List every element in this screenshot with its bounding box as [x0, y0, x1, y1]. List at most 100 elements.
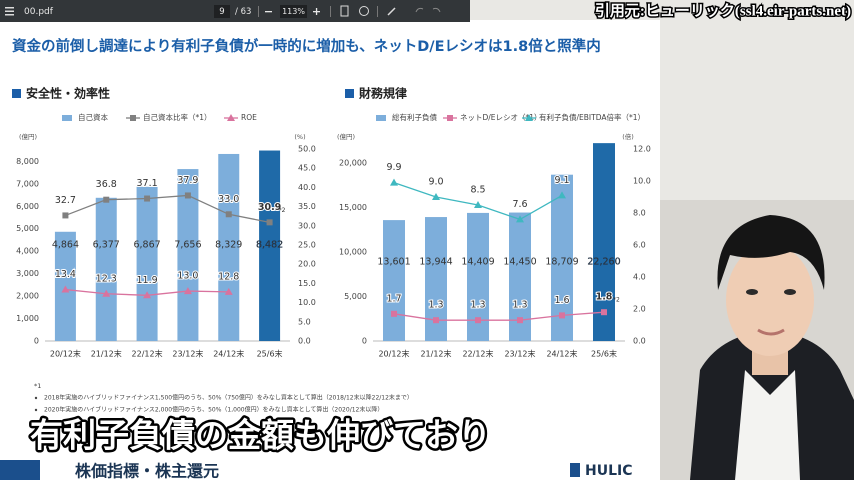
line-marker: [183, 287, 192, 295]
line-marker: [432, 193, 440, 200]
y-tick-label: 4,000: [16, 247, 39, 256]
y-tick-label: 5,000: [344, 292, 367, 301]
pdf-toolbar: [0, 0, 470, 22]
x-tick-label: 21/12末: [420, 349, 451, 359]
redo-icon[interactable]: [432, 7, 441, 13]
y2-tick-label: 25.0: [298, 241, 316, 250]
y2-tick-label: 35.0: [298, 202, 316, 211]
legend-label: 有利子負債/EBITDA倍率（*1）: [539, 112, 645, 122]
bar: [509, 212, 531, 341]
zoom-input[interactable]: [280, 5, 307, 18]
slide-title: 資金の前倒し調達により有利子負債が一時的に増加も、ネットD/Eレシオは1.8倍と…: [12, 37, 601, 55]
line-marker: [391, 310, 397, 317]
line-marker: [224, 287, 233, 295]
bar: [467, 212, 489, 341]
chart-title: 財務規律: [358, 86, 407, 101]
bar: [551, 174, 573, 341]
annotation: *2: [279, 207, 286, 214]
page-count: / 63: [235, 7, 251, 17]
y2-tick-label: 8.0: [633, 209, 646, 218]
y2-tick-label: 40.0: [298, 183, 316, 192]
line-value-label: 37.9: [177, 175, 198, 186]
y-tick-label: 8,000: [16, 157, 39, 166]
bullet: [34, 396, 38, 400]
y-tick-label: 3,000: [16, 269, 39, 278]
menu-bar: [5, 10, 14, 12]
y2-tick-label: 12.0: [633, 145, 651, 154]
zoom-in[interactable]: [313, 8, 320, 15]
next-section-title: 株価指標・株主還元: [75, 462, 219, 480]
caption: 有利子負債の金額も伸びており: [30, 416, 491, 455]
line-value-label: 9.9: [386, 162, 401, 173]
menu-bar: [5, 7, 14, 9]
y2-tick-label: 20.0: [298, 260, 316, 269]
y-axis-label: (億円): [337, 132, 355, 141]
line-value-label: 36.8: [96, 179, 117, 190]
line-marker: [601, 309, 607, 316]
menu-icon[interactable]: [5, 7, 14, 16]
bar: [136, 186, 158, 341]
y-tick-label: 5,000: [16, 224, 39, 233]
y-tick-label: 1,000: [16, 314, 39, 323]
line-value-label: 12.8: [218, 271, 239, 282]
legend-swatch: [62, 115, 72, 121]
y2-axis-label: (%): [294, 133, 305, 141]
y2-tick-label: 2.0: [633, 305, 646, 314]
bar-value-label: 7,656: [174, 240, 201, 251]
x-tick-label: 22/12末: [462, 349, 493, 359]
zoom-out[interactable]: [265, 11, 272, 13]
line-marker: [390, 178, 398, 186]
section-band: [0, 460, 40, 480]
face: [726, 244, 814, 356]
line-marker: [475, 317, 481, 324]
draw-icon[interactable]: [387, 7, 396, 16]
line-value-label: 1.3: [512, 300, 527, 311]
fit-icon[interactable]: [340, 5, 349, 17]
line-value-label: 7.6: [512, 199, 527, 210]
legend-label: 自己資本: [78, 112, 108, 122]
y-tick-label: 7,000: [16, 179, 39, 188]
line-marker: [102, 289, 111, 297]
y2-tick-label: 5.0: [298, 317, 311, 326]
x-tick-label: 22/12末: [132, 349, 163, 359]
bar-value-label: 13,944: [419, 257, 452, 268]
bar-value-label: 6,377: [93, 240, 120, 251]
y-tick-label: 6,000: [16, 202, 39, 211]
y2-tick-label: 30.0: [298, 221, 316, 230]
line-marker: [143, 291, 152, 299]
undo-icon[interactable]: [415, 7, 424, 13]
bar: [177, 169, 199, 341]
line: [65, 194, 270, 223]
hair: [717, 215, 825, 290]
bar-value-label: 13,601: [377, 257, 410, 268]
y2-tick-label: 10.0: [298, 298, 316, 307]
line-value-label: 30.9: [258, 202, 281, 213]
section-icon: [12, 89, 21, 98]
eye: [746, 289, 758, 295]
line-value-label: 1.6: [554, 295, 569, 306]
bar: [425, 217, 447, 341]
line-value-label: 1.7: [386, 293, 401, 304]
bar: [218, 153, 240, 341]
separator: [377, 6, 378, 17]
line-value-label: 1.8: [596, 292, 613, 303]
section-icon: [345, 89, 354, 98]
footnote: 2020年実施のハイブリッドファイナンス2,000億円のうち、50%（1,000…: [44, 406, 383, 414]
logo-mark: [570, 463, 580, 477]
y2-axis-label: (倍): [622, 132, 634, 141]
rotate-icon[interactable]: [359, 6, 369, 16]
bar-value-label: 18,709: [545, 257, 578, 268]
line-value-label: 11.9: [137, 275, 158, 286]
line-value-label: 1.3: [470, 300, 485, 311]
y2-tick-label: 0.0: [298, 337, 311, 346]
y-tick-label: 0: [34, 337, 39, 346]
line-marker: [225, 211, 232, 218]
line-value-label: 33.0: [218, 194, 239, 205]
y2-tick-label: 15.0: [298, 279, 316, 288]
line: [393, 311, 605, 321]
page-input[interactable]: [214, 5, 230, 18]
line-marker: [433, 317, 439, 324]
line-value-label: 8.5: [470, 185, 485, 196]
logo: HULIC: [585, 463, 633, 479]
